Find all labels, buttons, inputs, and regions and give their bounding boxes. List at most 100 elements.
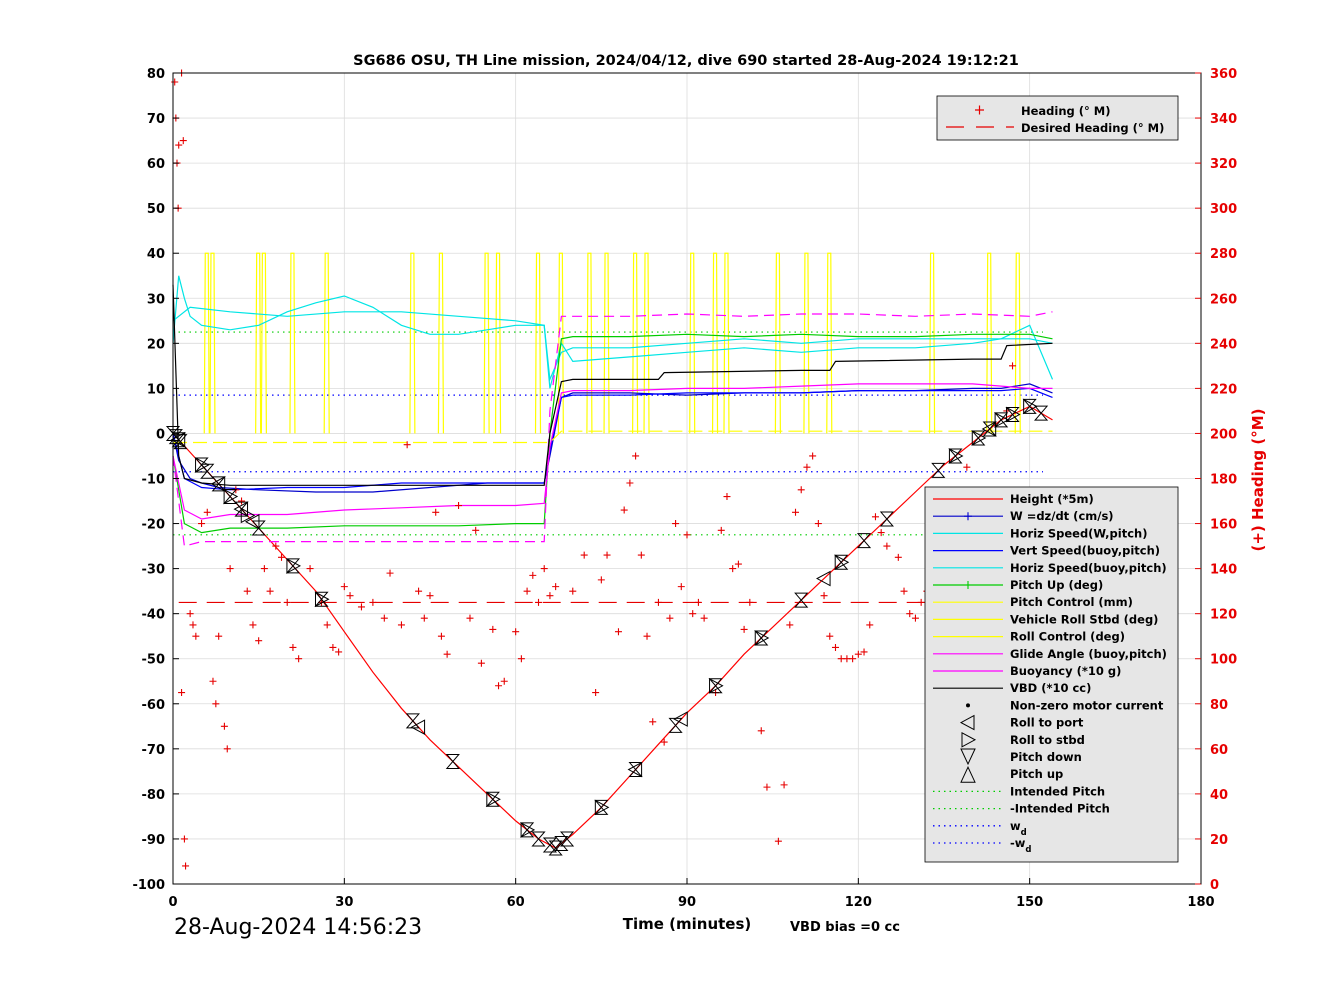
heading-point [329, 643, 337, 651]
roll-control-spike [586, 252, 593, 434]
tick-label-left: 50 [147, 202, 165, 217]
pitch-marker [879, 511, 894, 527]
heading-point [637, 551, 645, 559]
legend-heading-symbol [975, 105, 984, 115]
heading-point [472, 526, 480, 534]
tick-label-left: -40 [142, 608, 166, 623]
heading-point [455, 502, 463, 510]
roll-stbd-marker [195, 457, 210, 473]
legend-label: Pitch Up (deg) [1010, 578, 1103, 592]
roll-control-spike [928, 252, 936, 434]
roll-port-marker [627, 761, 643, 778]
roll-control-spike [209, 252, 216, 434]
pitch-marker [445, 753, 460, 769]
heading-point [620, 506, 628, 514]
heading-point [734, 560, 742, 568]
roll-control-spike [494, 252, 502, 434]
heading-point [649, 718, 657, 726]
heading-point [906, 610, 914, 618]
heading-point [272, 542, 280, 550]
legend-top-box [936, 95, 1179, 141]
heading-point [643, 632, 651, 640]
heading-point [803, 463, 811, 471]
roll-stbd-marker [994, 412, 1010, 428]
heading-point [340, 583, 348, 591]
legend-desired-heading-label: Desired Heading (° M) [1021, 121, 1164, 135]
roll-control-spike [534, 252, 542, 434]
heading-point [182, 862, 190, 870]
series-line [172, 387, 1053, 491]
heading-point [535, 598, 543, 606]
heading-point [963, 463, 971, 471]
legend-symbol-dot [966, 703, 970, 708]
roll-stbd-marker [223, 488, 239, 505]
heading-point [717, 526, 725, 534]
legend-symbol-roll-port [959, 714, 975, 731]
tick-label-left: -100 [132, 878, 165, 893]
series-line [172, 284, 1053, 486]
roll-stbd-marker [948, 448, 964, 464]
legend-label: Non-zero motor current [1010, 698, 1164, 712]
heading-point [220, 722, 228, 730]
heading-point [689, 610, 697, 618]
tick-label-left: -50 [142, 653, 166, 668]
pitch-marker [211, 476, 226, 492]
legend-label: Vehicle Roll Stbd (deg) [1010, 612, 1158, 626]
tick-label-left: -60 [142, 698, 166, 713]
heading-point [278, 553, 286, 561]
heading-point [415, 587, 423, 595]
tick-label-left: -70 [142, 743, 166, 758]
heading-point [654, 598, 662, 606]
roll-stbd-marker [971, 430, 987, 446]
legend-label: Intended Pitch [1010, 784, 1105, 798]
roll-control-spike [483, 252, 490, 434]
legend-label: VBD (*10 cc) [1010, 681, 1091, 695]
legend-label: Horiz Speed(buoy,pitch) [1010, 561, 1167, 575]
heading-point [900, 587, 908, 595]
heading-point [517, 655, 525, 663]
heading-point [792, 508, 800, 516]
legend-label: -Intended Pitch [1010, 802, 1110, 816]
legend-symbol-pitch-down [960, 748, 976, 766]
legend-label: Height (*5m) [1010, 492, 1094, 506]
tick-label-left: -10 [142, 473, 166, 488]
pitch-marker [200, 463, 215, 479]
roll-stbd-marker [1023, 398, 1038, 415]
footer-vbd-bias: VBD bias =0 cc [790, 920, 900, 935]
series-line [173, 430, 1053, 444]
roll-stbd-marker [286, 558, 301, 574]
tick-label-right: 280 [1210, 247, 1237, 262]
tick-label-right: 160 [1210, 518, 1237, 533]
pitch-marker [794, 592, 809, 608]
roll-port-marker [170, 431, 186, 448]
roll-port-marker [410, 719, 426, 736]
roll-port-marker [673, 711, 688, 727]
heading-point [580, 551, 588, 559]
legend-main: Height (*5m) W =dz/dt (cm/s) Horiz Speed(W… [924, 486, 1179, 863]
roll-stbd-marker [709, 677, 724, 694]
pitch-marker [668, 717, 683, 733]
roll-control-spike [1014, 252, 1021, 434]
legend-label: Horiz Speed(W,pitch) [1010, 526, 1147, 540]
heading-point [432, 508, 440, 516]
legend-main-box [924, 486, 1179, 863]
legend-label-subscript: d [1021, 828, 1027, 838]
tick-label-bottom: 30 [335, 895, 353, 910]
tick-label-right: 120 [1210, 608, 1237, 623]
roll-stbd-marker [520, 822, 536, 838]
heading-point [260, 565, 268, 573]
tick-label-bottom: 60 [507, 895, 525, 910]
heading-point [192, 632, 200, 640]
tick-label-right: 260 [1210, 292, 1237, 307]
heading-point [420, 614, 428, 622]
tick-label-bottom: 90 [678, 895, 696, 910]
roll-stbd-marker [754, 630, 770, 646]
tick-label-left: 80 [147, 67, 165, 82]
heading-point [614, 628, 622, 636]
heading-point [552, 583, 560, 591]
tick-label-left: -90 [142, 833, 166, 848]
pitch-marker [931, 462, 946, 478]
heading-point [740, 625, 748, 633]
roll-stbd-marker [486, 791, 501, 808]
